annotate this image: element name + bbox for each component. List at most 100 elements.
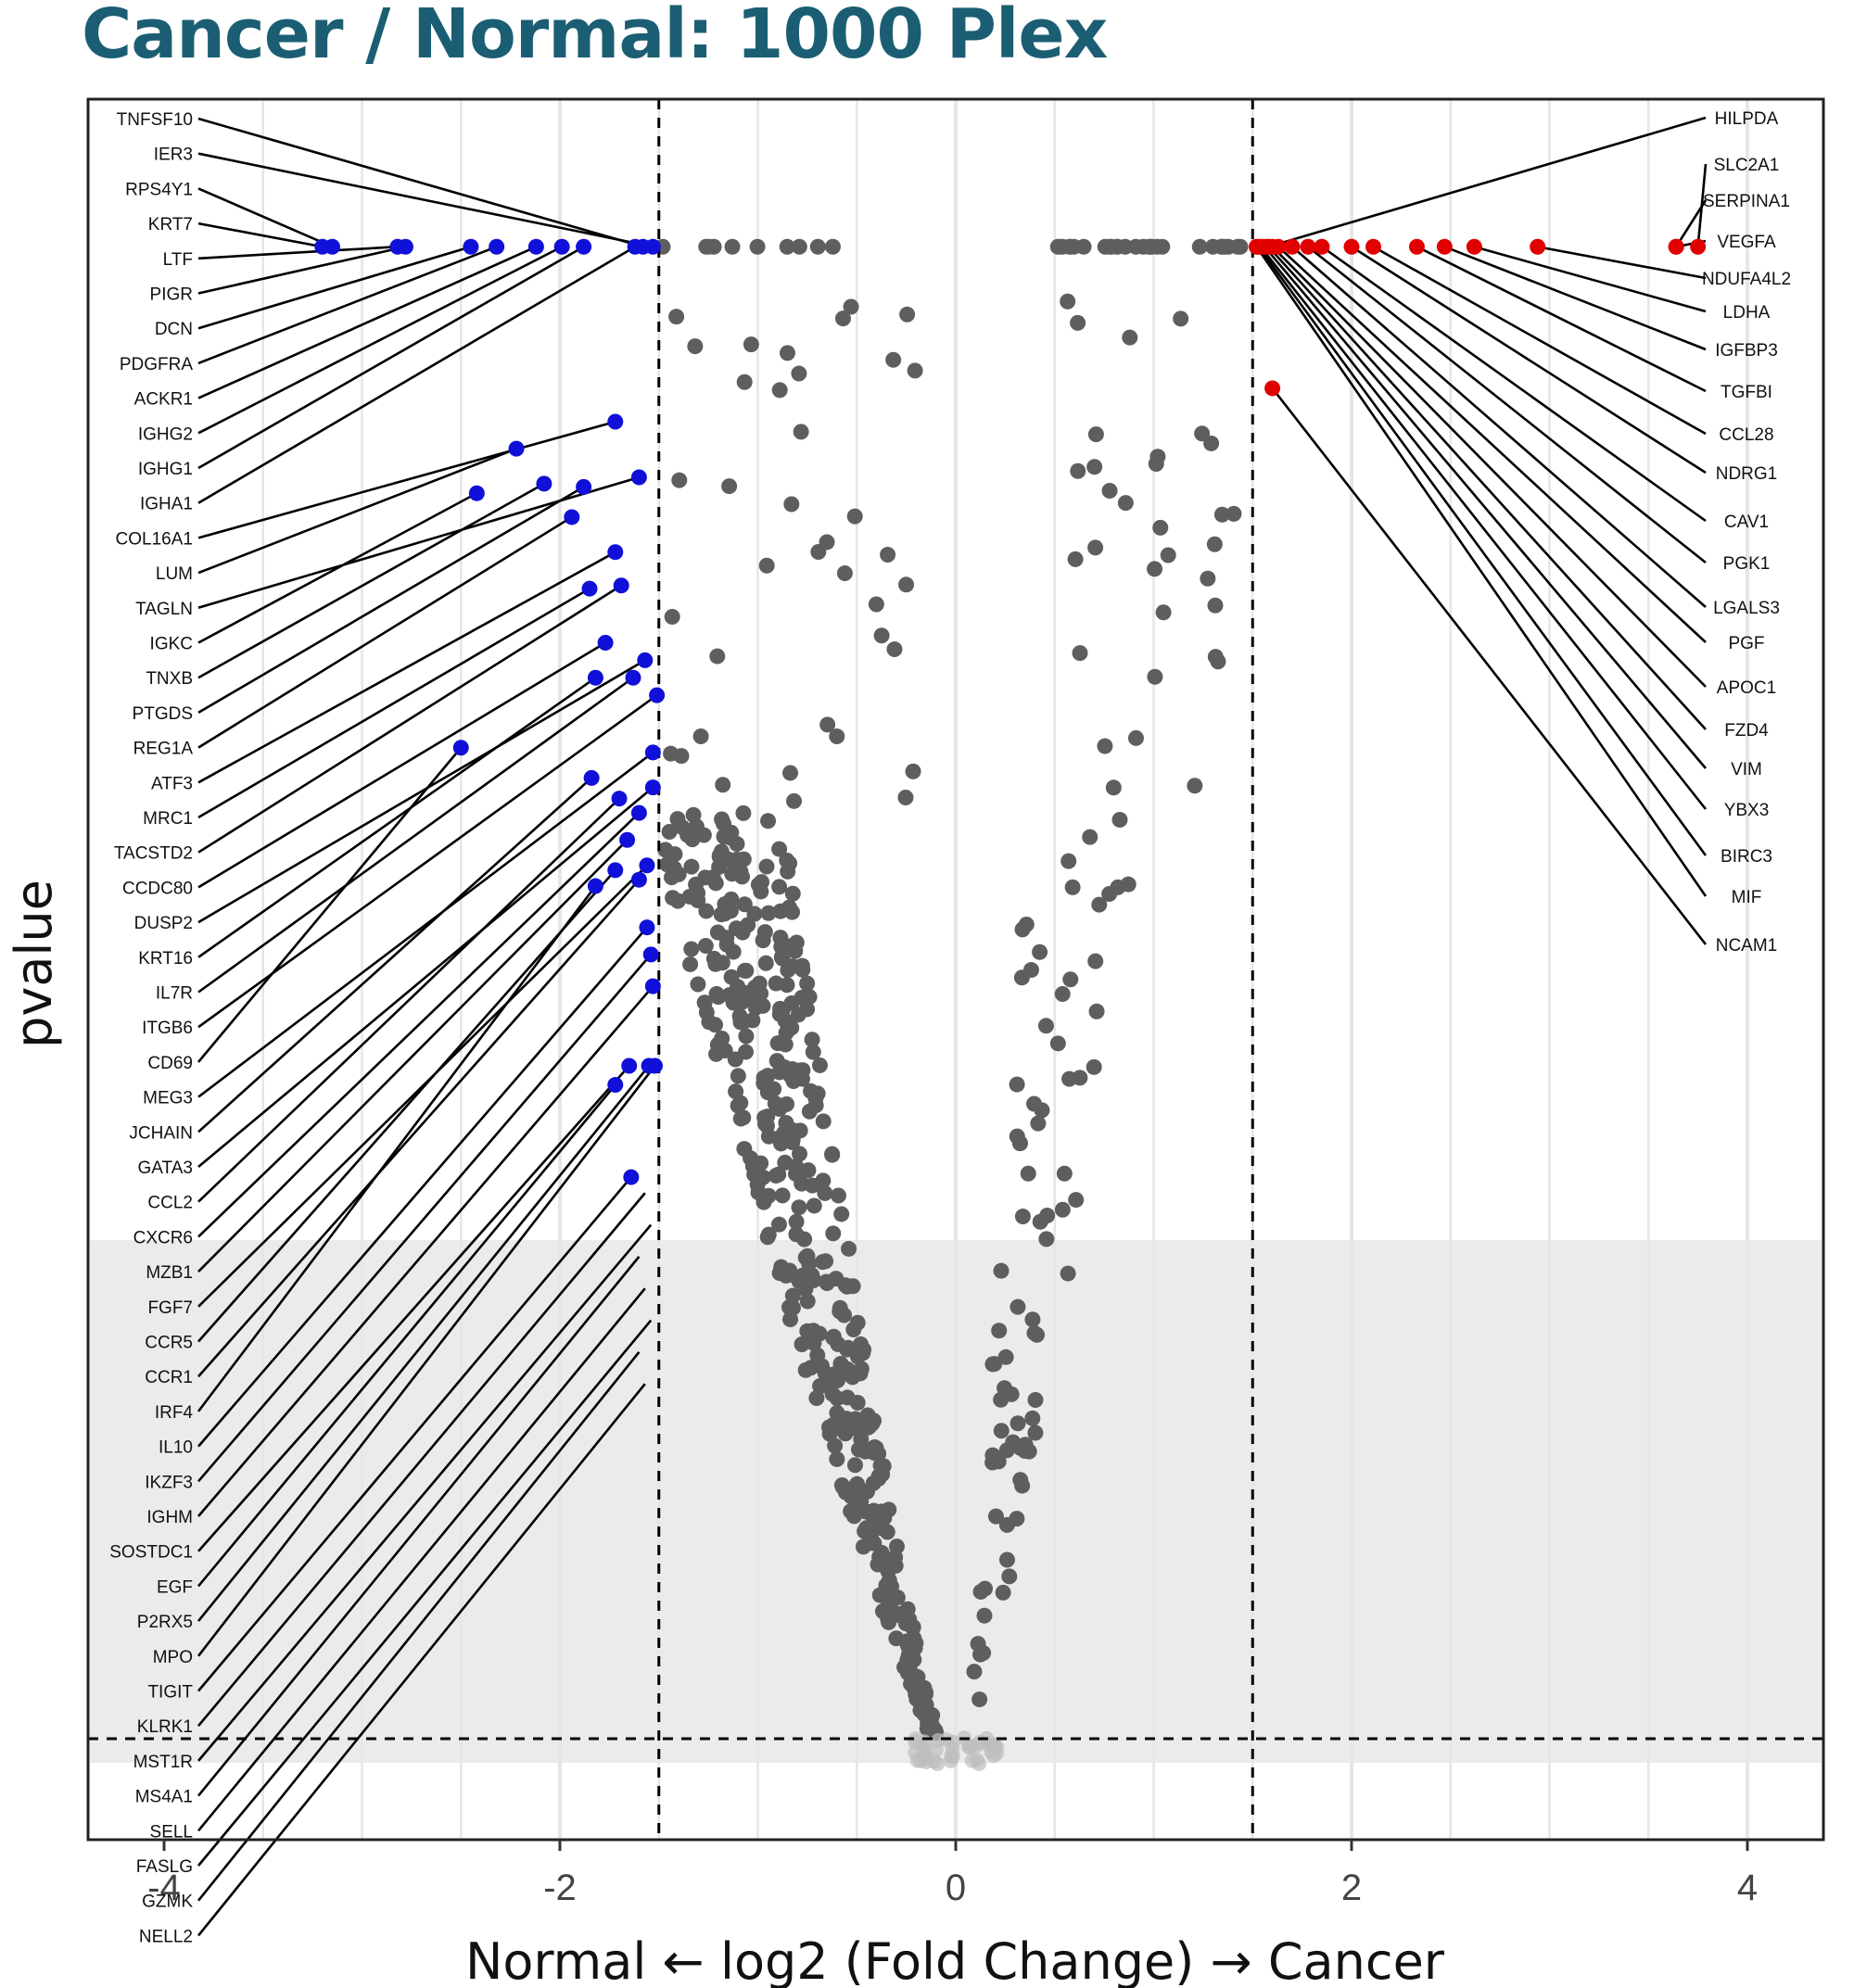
ns-point xyxy=(1154,238,1171,255)
label-connector xyxy=(197,953,653,1483)
ns-point xyxy=(811,1057,828,1073)
label-connector xyxy=(197,246,498,365)
gene-label: LDHA xyxy=(1723,303,1771,323)
ns-point xyxy=(1075,238,1092,255)
ns-point xyxy=(861,1414,878,1431)
gene-label: ATF3 xyxy=(151,774,193,793)
ns-point xyxy=(674,819,691,836)
up-point xyxy=(1300,238,1316,255)
ns-point xyxy=(722,829,739,846)
ns-point xyxy=(791,238,807,255)
label-connector xyxy=(197,746,463,1063)
down-point xyxy=(489,238,505,255)
gene-label: IER3 xyxy=(154,146,193,165)
ns-point xyxy=(824,238,841,255)
ns-point xyxy=(966,1664,983,1680)
gene-label: FASLG xyxy=(136,1857,193,1877)
ns-point xyxy=(1030,1115,1047,1132)
ns-point xyxy=(885,351,902,368)
up-point xyxy=(1668,238,1684,255)
ns-point xyxy=(783,496,800,513)
down-point xyxy=(644,978,661,994)
ns-point xyxy=(1097,738,1113,754)
label-connector xyxy=(1474,245,1707,313)
down-point xyxy=(452,740,469,756)
ns-point xyxy=(1054,985,1071,1002)
down-point xyxy=(619,831,636,848)
gene-label: GATA3 xyxy=(138,1159,193,1178)
ns-point xyxy=(1087,953,1104,969)
ns-point xyxy=(788,934,805,951)
down-point xyxy=(623,1169,640,1185)
ns-point xyxy=(838,1411,855,1427)
gene-label: HILPDA xyxy=(1715,109,1779,129)
ns-point xyxy=(907,362,923,379)
ns-point xyxy=(987,1508,1004,1525)
gene-label: IGHG1 xyxy=(138,460,193,479)
label-connector xyxy=(197,985,654,1517)
ns-point xyxy=(886,641,903,658)
ns-point xyxy=(735,804,752,821)
ns-point xyxy=(984,1356,1001,1373)
y-axis-title: pvalue xyxy=(5,880,63,1048)
gene-label: CCL28 xyxy=(1719,425,1773,445)
gene-label: CCDC80 xyxy=(122,879,193,898)
x-tick-label: 2 xyxy=(1341,1868,1362,1908)
label-connector xyxy=(197,551,616,784)
ns-point xyxy=(1070,462,1086,479)
ns-point xyxy=(1038,1231,1055,1247)
down-point xyxy=(637,652,654,668)
ns-point xyxy=(736,896,753,913)
down-point xyxy=(576,478,592,495)
down-point xyxy=(607,1077,624,1094)
ns-point xyxy=(849,1475,866,1492)
gene-label: CD69 xyxy=(147,1054,193,1073)
ns-point xyxy=(1200,570,1216,587)
ns-point xyxy=(819,716,836,733)
ns-point xyxy=(736,374,753,390)
x-tick-label: 4 xyxy=(1737,1868,1758,1908)
ns-point xyxy=(788,1226,805,1243)
down-point xyxy=(607,544,624,561)
ns-point xyxy=(1203,435,1220,451)
ns-point xyxy=(1049,1035,1066,1052)
label-connector xyxy=(1372,246,1707,436)
ns-point xyxy=(836,565,853,582)
label-connector xyxy=(197,515,573,749)
ns-point xyxy=(791,365,807,382)
gene-label: TACSTD2 xyxy=(114,844,193,864)
ns-point xyxy=(880,546,896,563)
gene-label: P2RX5 xyxy=(137,1613,193,1632)
ns-point xyxy=(976,1607,993,1624)
label-connector xyxy=(197,885,597,1412)
x-tick-label: -4 xyxy=(147,1868,181,1908)
down-point xyxy=(644,238,661,255)
up-point xyxy=(1343,238,1360,255)
ns-point xyxy=(1101,885,1118,902)
label-connector xyxy=(197,1192,646,1728)
label-connector xyxy=(197,786,654,1168)
label-connector xyxy=(197,1065,656,1657)
ns-point xyxy=(692,728,709,745)
gene-label: IGHG2 xyxy=(138,424,193,444)
ns-point xyxy=(997,1349,1014,1365)
label-connector xyxy=(197,1351,641,1902)
label-connector xyxy=(197,1319,653,1867)
up-point xyxy=(1436,238,1453,255)
ns-point xyxy=(808,1389,825,1406)
ns-point xyxy=(1068,1192,1085,1209)
ns-faint-point xyxy=(944,1748,959,1764)
ns-point xyxy=(768,1053,785,1070)
ns-point xyxy=(873,627,890,644)
ns-point xyxy=(998,1551,1015,1568)
ns-point xyxy=(725,994,742,1011)
ns-point xyxy=(1054,238,1071,255)
gene-label: CCL2 xyxy=(147,1194,193,1213)
ns-point xyxy=(1032,943,1048,960)
gene-label: IGFBP3 xyxy=(1715,341,1778,361)
label-connector xyxy=(197,812,641,1238)
label-connector xyxy=(197,777,593,1133)
ns-point xyxy=(753,985,769,1002)
ns-point xyxy=(852,1365,869,1382)
